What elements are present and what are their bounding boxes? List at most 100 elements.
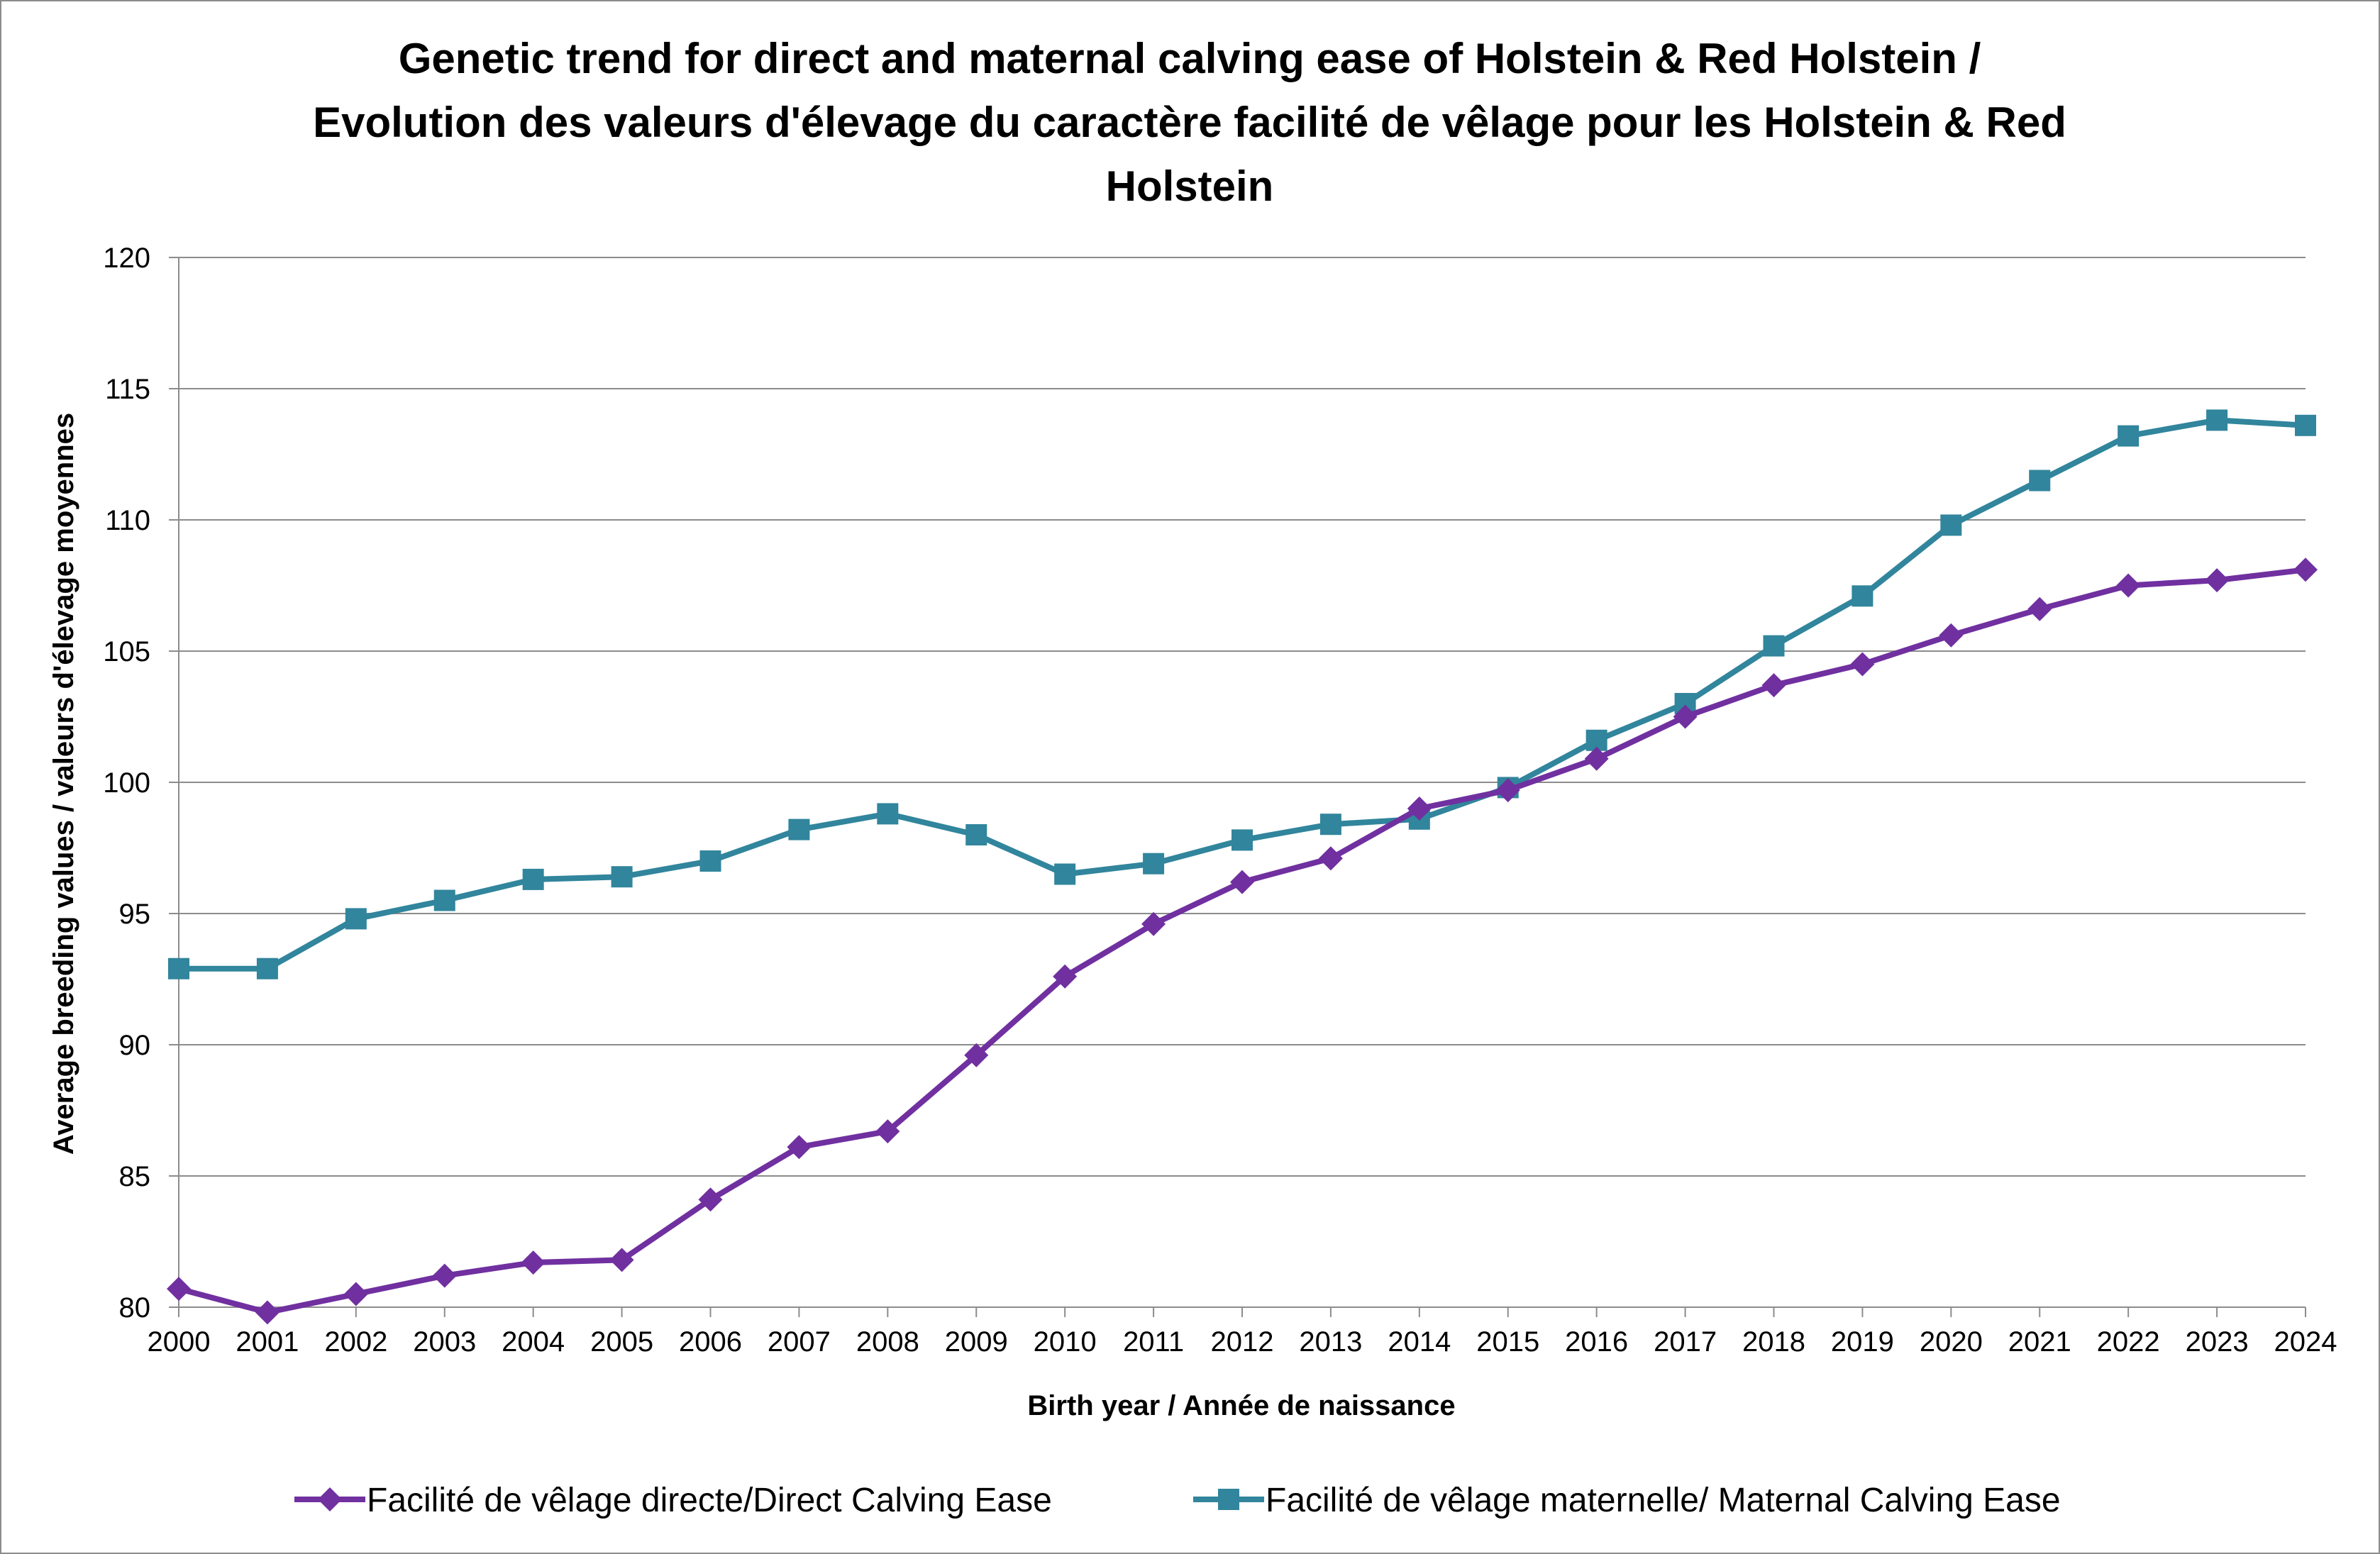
data-point-diamond (1053, 964, 1078, 989)
data-point-square (611, 866, 633, 888)
x-tick-label: 2016 (1565, 1326, 1628, 1358)
data-point-diamond (343, 1282, 368, 1306)
y-tick-label: 120 (103, 243, 150, 274)
chart-title-line-1: Genetic trend for direct and maternal ca… (399, 35, 1981, 82)
axes (169, 257, 2306, 1317)
data-point-diamond (2116, 573, 2141, 598)
data-point-diamond (787, 1135, 812, 1160)
x-tick-label: 2015 (1476, 1326, 1539, 1358)
x-tick-label: 2008 (856, 1326, 919, 1358)
data-point-square (345, 908, 367, 930)
gridlines (179, 257, 2306, 1177)
x-tick-label: 2021 (2008, 1326, 2071, 1358)
x-tick-label: 2003 (413, 1326, 476, 1358)
data-point-square (2206, 409, 2228, 431)
data-point-diamond (1141, 911, 1166, 936)
y-tick-label: 115 (105, 374, 150, 405)
x-tick-label: 2014 (1388, 1326, 1451, 1358)
chart-title: Genetic trend for direct and maternal ca… (313, 35, 2066, 210)
data-point-diamond (2027, 596, 2052, 621)
y-tick-label: 90 (119, 1030, 151, 1061)
y-tick-label: 105 (103, 636, 150, 667)
x-axis-title: Birth year / Année de naissance (1027, 1390, 1455, 1421)
legend-entry: Facilité de vêlage maternelle/ Maternal … (1193, 1482, 2061, 1519)
series-line (177, 567, 2306, 1316)
x-tick-label: 2020 (1920, 1326, 1983, 1358)
y-tick-label: 80 (119, 1292, 151, 1323)
data-point-square (699, 850, 721, 872)
x-tick-label: 2009 (945, 1326, 1008, 1358)
x-tick-label: 2023 (2186, 1326, 2249, 1358)
data-point-diamond (1850, 652, 1875, 677)
data-point-diamond (2205, 568, 2230, 593)
data-point-square (2029, 470, 2051, 492)
data-point-square (1054, 863, 1076, 885)
legend-label: Facilité de vêlage maternelle/ Maternal … (1266, 1482, 2061, 1519)
x-tick-label: 2018 (1742, 1326, 1805, 1358)
data-point-square (256, 958, 278, 979)
data-point-diamond (255, 1300, 279, 1325)
x-tick-label: 2007 (768, 1326, 831, 1358)
data-point-square (1319, 814, 1341, 836)
data-point-diamond (167, 1277, 191, 1302)
x-tick-label: 2006 (679, 1326, 742, 1358)
y-tick-label: 100 (103, 767, 150, 799)
x-tick-label: 2024 (2274, 1326, 2337, 1358)
chart-title-line-2: Evolution des valeurs d'élevage du carac… (313, 99, 2066, 146)
x-tick-label: 2012 (1211, 1326, 1274, 1358)
data-point-square (1143, 853, 1165, 875)
data-point-square (168, 958, 189, 979)
y-tick-label: 110 (105, 505, 150, 536)
x-tick-label: 2022 (2097, 1326, 2160, 1358)
data-point-square (2118, 425, 2140, 447)
data-point-diamond (2293, 557, 2318, 582)
y-axis-title: Average breeding values / valeurs d'élev… (48, 413, 79, 1155)
x-tick-label: 2010 (1034, 1326, 1097, 1358)
x-tick-label: 2004 (502, 1326, 565, 1358)
x-tick-label: 2000 (148, 1326, 211, 1358)
x-tick-label: 2013 (1299, 1326, 1362, 1358)
data-point-square (2295, 414, 2316, 436)
data-point-diamond (875, 1119, 900, 1144)
data-point-diamond (698, 1187, 723, 1212)
x-tick-label: 2005 (590, 1326, 653, 1358)
data-point-diamond (1230, 870, 1254, 894)
chart-title-line-3: Holstein (1106, 162, 1274, 210)
data-point-diamond (1495, 778, 1520, 803)
data-point-diamond (1939, 623, 1964, 648)
data-point-square (522, 868, 544, 890)
data-point-square (1940, 514, 1962, 536)
data-point-diamond (1318, 846, 1343, 871)
y-tick-label: 95 (119, 899, 151, 930)
x-tick-label: 2011 (1123, 1326, 1184, 1358)
legend-label: Facilité de vêlage directe/Direct Calvin… (367, 1482, 1052, 1519)
data-point-square (788, 818, 810, 840)
data-point-diamond (1673, 704, 1698, 729)
series (167, 409, 2318, 1325)
x-tick-label: 2019 (1831, 1326, 1894, 1358)
series-diamond (167, 557, 2318, 1325)
x-tick-label: 2002 (324, 1326, 387, 1358)
data-point-square (1763, 635, 1785, 657)
data-point-diamond (1584, 746, 1609, 771)
data-point-square (1852, 585, 1873, 607)
data-point-diamond (1407, 797, 1432, 821)
y-tick-labels: 80 85 90 95 100 105 110 115 120 (103, 243, 150, 1323)
legend-swatch-marker (318, 1487, 342, 1511)
data-point-diamond (432, 1263, 457, 1288)
x-tick-label: 2017 (1654, 1326, 1717, 1358)
y-tick-label: 85 (119, 1161, 151, 1192)
legend-entry: Facilité de vêlage directe/Direct Calvin… (294, 1482, 1052, 1519)
data-point-square (877, 803, 899, 825)
data-point-diamond (521, 1250, 546, 1275)
data-point-diamond (964, 1043, 989, 1067)
data-point-square (1231, 829, 1253, 851)
data-point-diamond (609, 1248, 634, 1272)
data-point-square (965, 824, 987, 845)
data-point-square (433, 889, 455, 911)
x-tick-labels: 2000 2001 2002 2003 2004 2005 2006 2007 2008 2009… (148, 1326, 2337, 1358)
x-tick-label: 2001 (236, 1326, 299, 1358)
series-square (168, 409, 2316, 979)
